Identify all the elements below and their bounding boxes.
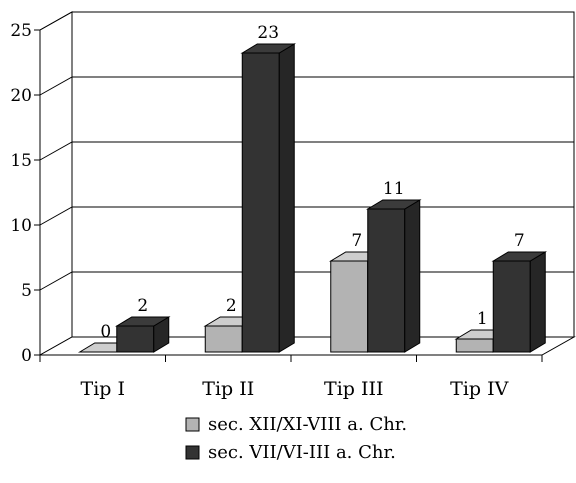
bar-front: [330, 260, 369, 353]
x-tick-label: Tip IV: [450, 378, 508, 400]
bar-front: [455, 338, 494, 353]
bar-front: [204, 325, 243, 353]
side-wall: [39, 11, 73, 356]
y-tick-label: 5: [21, 281, 32, 301]
x-tick-label: Tip III: [324, 378, 383, 400]
x-tick-label: Tip I: [81, 378, 125, 400]
legend-swatch: [185, 417, 200, 432]
data-label: 2: [137, 296, 148, 316]
data-label: 0: [100, 322, 111, 342]
y-tick-label: 25: [10, 21, 32, 41]
data-label: 23: [257, 23, 279, 43]
data-label: 7: [351, 231, 362, 251]
bar-side: [529, 251, 546, 353]
y-tick-label: 20: [10, 86, 32, 106]
legend-label: sec. XII/XI-VIII a. Chr.: [208, 414, 407, 435]
y-tick-label: 10: [10, 216, 32, 236]
y-tick-label: 0: [21, 346, 32, 366]
data-label: 11: [383, 179, 405, 199]
bar-top: [491, 251, 548, 262]
gridline: [39, 76, 574, 96]
bar-top: [365, 199, 422, 210]
bar-side: [404, 199, 421, 353]
bar-top: [114, 316, 171, 327]
bar-side: [278, 43, 295, 353]
gridline: [39, 11, 574, 31]
bar-front: [116, 325, 155, 353]
legend-label: sec. VII/VI-III a. Chr.: [208, 442, 396, 463]
bar-front: [241, 52, 280, 353]
gridline: [39, 141, 574, 161]
bar-front: [492, 260, 531, 353]
bar-front: [367, 208, 406, 353]
data-label: 7: [514, 231, 525, 251]
legend-swatch: [185, 445, 200, 460]
data-label: 2: [226, 296, 237, 316]
bar-top: [240, 43, 297, 54]
y-tick-label: 15: [10, 151, 32, 171]
floor: [38, 336, 576, 356]
data-label: 1: [477, 309, 488, 329]
x-tick-label: Tip II: [202, 378, 254, 400]
